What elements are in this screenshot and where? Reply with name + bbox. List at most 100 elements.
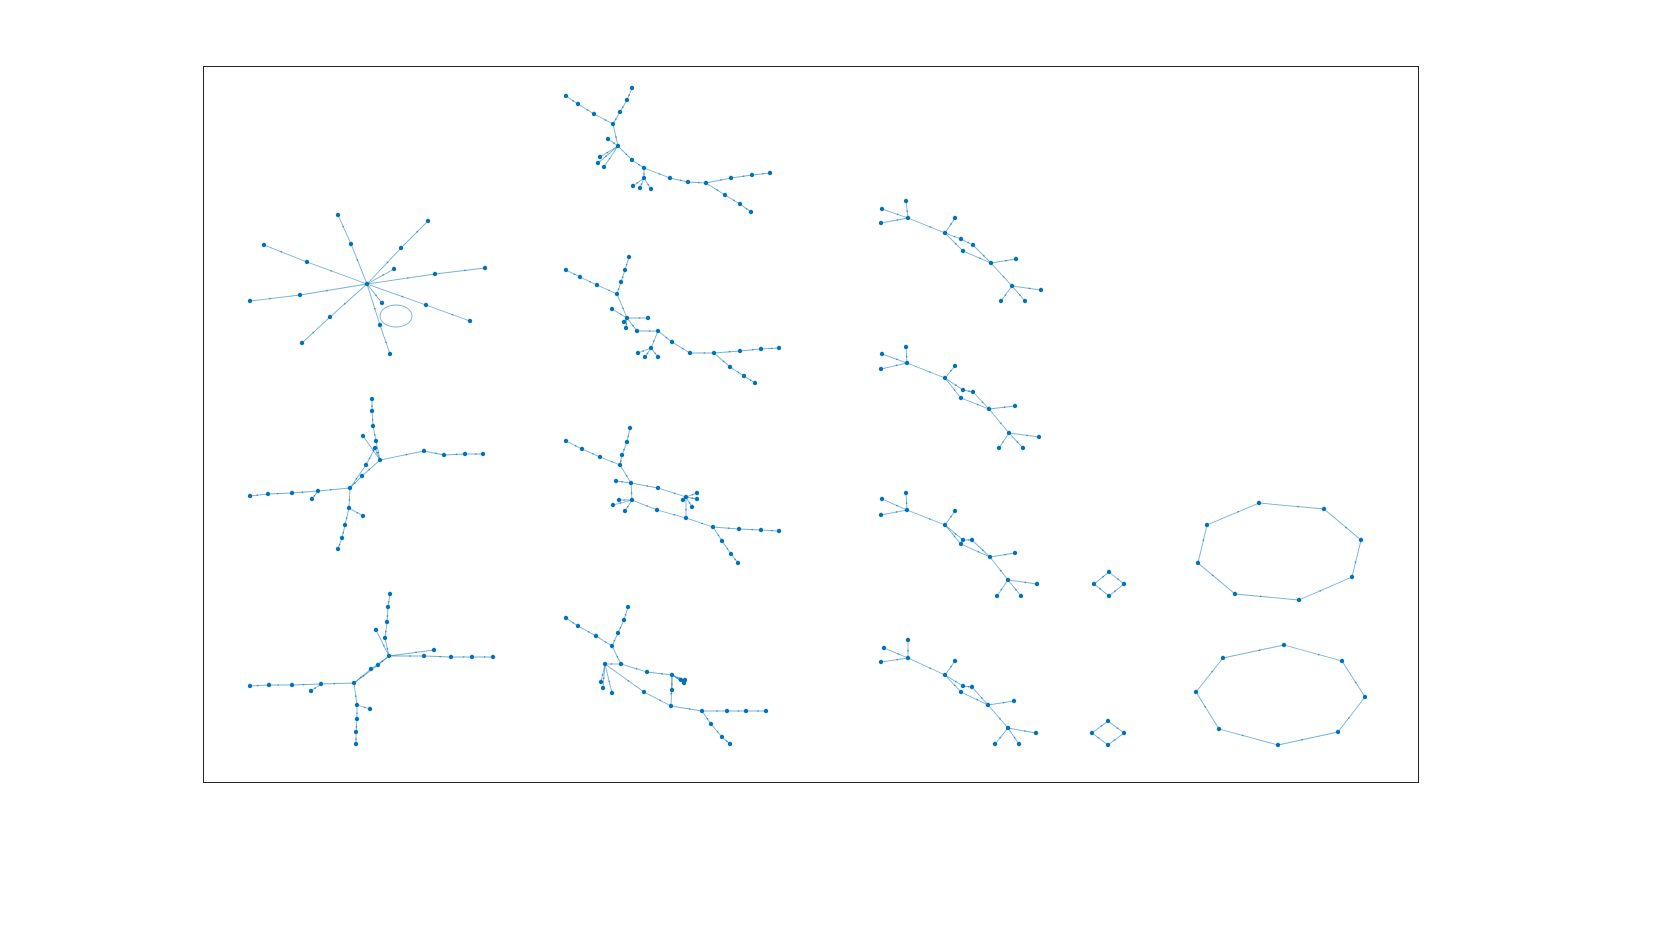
graph-node (904, 345, 908, 349)
graph-node (248, 494, 252, 498)
graph-node (383, 636, 387, 640)
graph-node (642, 690, 646, 694)
edge-arrow-marker (716, 710, 718, 712)
graph-node (617, 498, 621, 502)
graph-node (598, 155, 602, 159)
graph-node (943, 673, 947, 677)
graph-node (906, 216, 910, 220)
graph-node (1012, 699, 1016, 703)
graph-node (642, 166, 646, 170)
graph-node (340, 536, 344, 540)
graph-node (999, 299, 1003, 303)
graph-node (361, 514, 365, 518)
edge-arrow-marker (387, 648, 389, 650)
graph-node (376, 663, 380, 667)
graph-node (290, 683, 294, 687)
graph-node (1023, 299, 1027, 303)
graph-node (971, 390, 975, 394)
graph-node (347, 506, 351, 510)
graph-node (564, 616, 568, 620)
edge-arrow-marker (671, 693, 673, 695)
graph-node (564, 94, 568, 98)
edge-arrow-marker (333, 683, 335, 685)
graph-node (619, 662, 623, 666)
edge-arrow-marker (692, 494, 694, 496)
graph-node (615, 292, 619, 296)
graph-node (378, 458, 382, 462)
graph-node (1010, 284, 1014, 288)
edge-arrow-marker (625, 614, 627, 616)
edge-arrow-marker (356, 726, 358, 728)
edge-arrow-marker (435, 453, 437, 455)
edge-arrow-marker (1297, 506, 1299, 508)
graph-node (624, 326, 628, 330)
graph-node (688, 351, 692, 355)
edge-arrow-marker (726, 740, 728, 742)
edge-arrow-marker (355, 695, 357, 697)
edge-arrow-marker (387, 615, 389, 617)
graph-node (995, 594, 999, 598)
edge-arrow-marker (976, 699, 978, 701)
graph-node (422, 449, 426, 453)
graph-node (905, 508, 909, 512)
edge-arrow-marker (356, 713, 358, 715)
edge-arrow-marker (906, 502, 908, 504)
edge-arrow-marker (950, 666, 952, 668)
edge-arrow-marker (685, 509, 687, 511)
edge-arrow-marker (743, 175, 745, 177)
graph-node (987, 407, 991, 411)
graph-node (370, 409, 374, 413)
graph-node (614, 479, 618, 483)
graph-node (669, 704, 673, 708)
graph-node (610, 307, 614, 311)
edge-arrow-marker (628, 94, 630, 96)
graph-node (618, 463, 622, 467)
graph-node (352, 681, 356, 685)
graph-node (564, 439, 568, 443)
graph-node (959, 690, 963, 694)
edge-arrow-marker (330, 489, 332, 491)
graph-node (620, 453, 624, 457)
edge-arrow-marker (717, 731, 719, 733)
edge-arrow-marker (376, 452, 378, 454)
edge-arrow-marker (1014, 737, 1016, 739)
edge-arrow-marker (572, 622, 574, 624)
graph-node (463, 452, 467, 456)
edge-arrow-marker (605, 155, 607, 157)
edge-arrow-marker (574, 273, 576, 275)
edge-arrow-marker (680, 180, 682, 182)
graph-node (970, 685, 974, 689)
edge-arrow-marker (312, 332, 314, 334)
edge-arrow-marker (609, 158, 611, 160)
graph-node (711, 525, 715, 529)
axes-frame (204, 67, 1419, 783)
edge-arrow-marker (999, 718, 1001, 720)
edge-arrow-marker (357, 512, 359, 514)
edge-arrow-marker (339, 544, 341, 546)
edge-arrow-marker (622, 308, 624, 310)
edge-arrow-marker (349, 499, 351, 501)
edge-arrow-marker (647, 184, 649, 186)
edge-arrow-marker (647, 353, 649, 355)
edge-arrow-marker (360, 677, 362, 679)
graph-node (670, 340, 674, 344)
graph-node (354, 730, 358, 734)
graph-node (953, 659, 957, 663)
edge-arrow-marker (368, 469, 370, 471)
edge-arrow-marker (929, 518, 931, 520)
graph-node (970, 538, 974, 542)
graph-node (580, 447, 584, 451)
edge-arrow-marker (611, 461, 613, 463)
graph-node (690, 505, 694, 509)
edge-arrow-marker (269, 298, 271, 300)
edge-arrow-marker (1117, 578, 1119, 580)
graph-node (1221, 656, 1225, 660)
edge-arrow-marker (738, 372, 740, 374)
graph-node (905, 361, 909, 365)
edge-arrow-marker (342, 226, 344, 228)
graph-node (625, 98, 629, 102)
graph-node (1013, 404, 1017, 408)
graph-node (989, 261, 993, 265)
graph-node (906, 656, 910, 660)
graph-node (1322, 507, 1326, 511)
